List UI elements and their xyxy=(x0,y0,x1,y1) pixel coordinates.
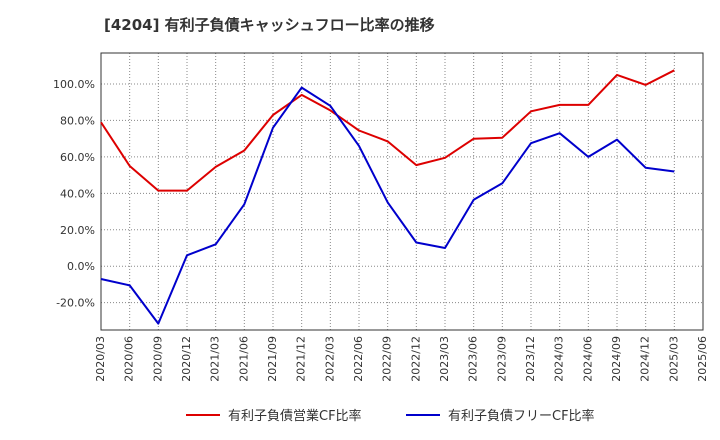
x-tick-label: 2024/09 xyxy=(610,336,623,382)
x-tick-label: 2024/03 xyxy=(553,336,566,382)
legend: 有利子負債営業CF比率 有利子負債フリーCF比率 xyxy=(186,408,595,424)
plot-frame xyxy=(100,52,704,331)
y-tick-label: -20.0% xyxy=(56,297,95,310)
x-tick-label: 2025/03 xyxy=(667,336,680,382)
x-tick-label: 2022/03 xyxy=(323,336,336,382)
x-tick-label: 2021/03 xyxy=(209,336,222,382)
x-tick-label: 2022/12 xyxy=(409,336,422,382)
y-tick-label: 60.0% xyxy=(60,151,95,164)
series-line-2 xyxy=(100,86,675,325)
x-tick-label: 2020/12 xyxy=(180,336,193,382)
x-tick-label: 2020/03 xyxy=(94,336,107,382)
legend-label-1: 有利子負債営業CF比率 xyxy=(228,408,362,424)
legend-label-2: 有利子負債フリーCF比率 xyxy=(448,408,595,424)
x-tick-label: 2024/12 xyxy=(639,336,652,382)
x-tick-label: 2022/06 xyxy=(352,336,365,382)
x-tick-label: 2021/06 xyxy=(237,336,250,382)
x-tick-label: 2023/09 xyxy=(495,336,508,382)
y-tick-label: 0.0% xyxy=(67,260,95,273)
y-tick-label: 40.0% xyxy=(60,187,95,200)
x-tick-label: 2022/09 xyxy=(381,336,394,382)
x-tick-label: 2021/12 xyxy=(295,336,308,382)
y-tick-label: 80.0% xyxy=(60,114,95,127)
chart-title: [4204] 有利子負債キャッシュフロー比率の推移 xyxy=(104,16,435,34)
x-tick-label: 2023/06 xyxy=(467,336,480,382)
series-line-1 xyxy=(100,69,675,192)
x-tick-label: 2023/12 xyxy=(524,336,537,382)
plot-area xyxy=(101,53,703,330)
x-tick-label: 2023/03 xyxy=(438,336,451,382)
x-tick-label: 2024/06 xyxy=(581,336,594,382)
y-tick-label: 100.0% xyxy=(53,78,95,91)
x-tick-label: 2025/06 xyxy=(696,336,709,382)
x-tick-label: 2020/06 xyxy=(123,336,136,382)
x-tick-label: 2021/09 xyxy=(266,336,279,382)
x-tick-label: 2020/09 xyxy=(151,336,164,382)
y-tick-label: 20.0% xyxy=(60,224,95,237)
